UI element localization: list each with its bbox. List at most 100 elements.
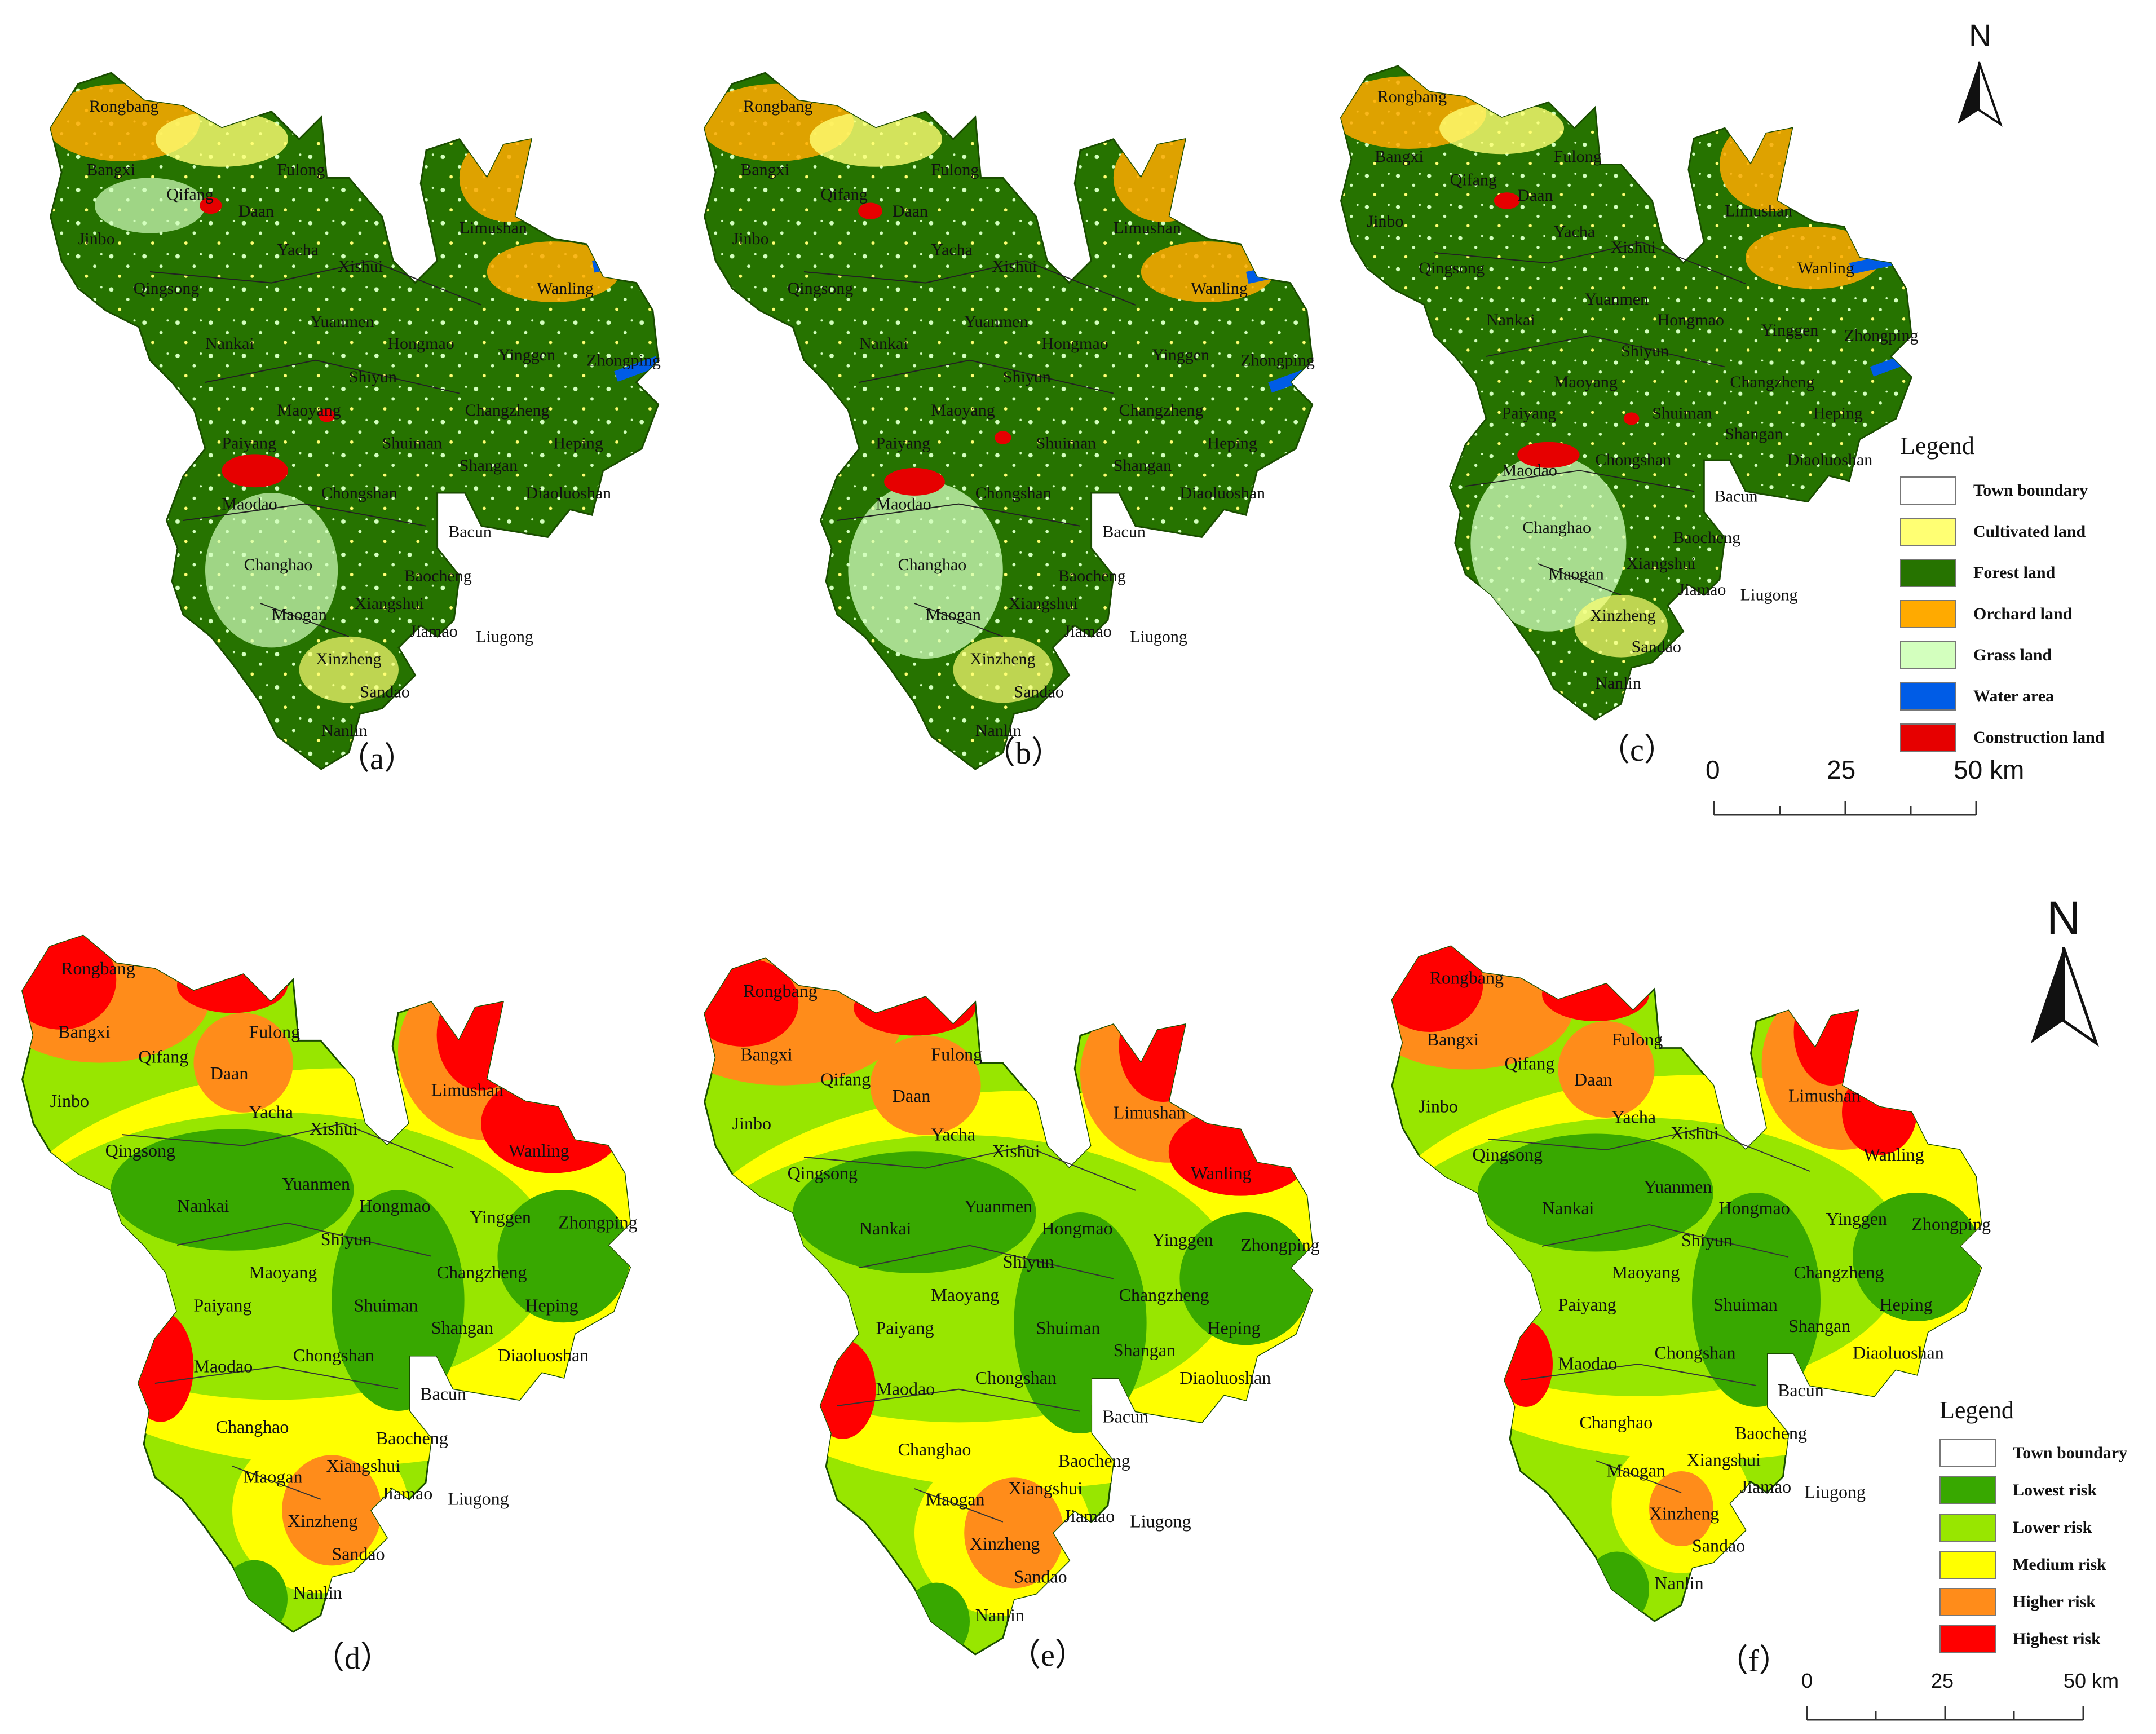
legend-item-lowest-risk: Lowest risk xyxy=(1939,1476,2097,1504)
town-label-yinggen: Yinggen xyxy=(470,1207,531,1227)
town-label-paiyang: Paiyang xyxy=(1558,1294,1616,1314)
town-label-bacun: Bacun xyxy=(1102,522,1146,541)
town-label-limushan: Limushan xyxy=(460,218,527,237)
town-label-yacha: Yacha xyxy=(1612,1107,1656,1127)
town-label-maodao: Maodao xyxy=(1558,1353,1618,1374)
scale-tick-label: 0 xyxy=(1706,755,1720,784)
legend-swatch xyxy=(1939,1514,1996,1542)
town-label-yacha: Yacha xyxy=(931,241,973,259)
town-label-diaoluoshan: Diaoluoshan xyxy=(497,1345,589,1365)
north-arrow-icon xyxy=(2031,947,2099,1047)
legend-item-construction-land: Construction land xyxy=(1900,723,2105,752)
town-label-paiyang: Paiyang xyxy=(876,1318,934,1338)
north-arrow-icon xyxy=(1958,61,2003,127)
town-label-maogan: Maogan xyxy=(926,605,981,624)
town-label-wanling: Wanling xyxy=(1863,1144,1924,1164)
town-label-jinbo: Jinbo xyxy=(50,1091,89,1111)
town-label-xiangshui: Xiangshui xyxy=(326,1455,401,1476)
town-label-nankai: Nankai xyxy=(1542,1198,1594,1218)
town-labels-a: Rongbang Bangxi Qifang Fulong Daan Jinbo Yacha… xyxy=(78,97,661,740)
town-label-sandao: Sandao xyxy=(1692,1536,1745,1556)
legend-item-cultivated-land: Cultivated land xyxy=(1900,518,2086,546)
legend-swatch xyxy=(1939,1439,1996,1467)
town-label-shuiman: Shuiman xyxy=(1713,1294,1778,1314)
town-label-fulong: Fulong xyxy=(249,1022,300,1042)
town-label-jinbo: Jinbo xyxy=(732,230,769,248)
town-label-qingsong: Qingsong xyxy=(134,279,200,298)
town-label-shiyun: Shiyun xyxy=(1681,1230,1733,1250)
town-label-nanlin: Nanlin xyxy=(975,1605,1024,1625)
panel-label-b: （b） xyxy=(984,736,1063,771)
town-label-jiamao: Jiamao xyxy=(1740,1476,1792,1497)
legend-item-highest-risk: Highest risk xyxy=(1939,1625,2101,1653)
town-label-yacha: Yacha xyxy=(249,1102,293,1122)
town-label-heping: Heping xyxy=(553,434,603,453)
town-label-heping: Heping xyxy=(1207,434,1257,453)
legend-item-lower-risk: Lower risk xyxy=(1939,1514,2092,1542)
town-label-bangxi: Bangxi xyxy=(740,161,789,179)
town-label-yinggen: Yinggen xyxy=(1826,1208,1887,1229)
panel-label-d: （d） xyxy=(313,1641,392,1676)
town-label-rongbang: Rongbang xyxy=(1377,87,1447,106)
town-label-sandao: Sandao xyxy=(1014,683,1063,701)
town-label-jinbo: Jinbo xyxy=(1419,1096,1458,1117)
north-label: N xyxy=(2047,892,2081,945)
town-label-yuanmen: Yuanmen xyxy=(964,1196,1032,1216)
town-label-shangan: Shangan xyxy=(1725,425,1783,443)
legend-swatch xyxy=(1939,1625,1996,1653)
town-label-diaoluoshan: Diaoluoshan xyxy=(1179,1367,1271,1388)
town-label-changhao: Changhao xyxy=(898,555,967,574)
town-label-shuiman: Shuiman xyxy=(1036,1318,1101,1338)
town-label-qingsong: Qingsong xyxy=(788,279,854,298)
town-labels-b: Rongbang Bangxi Qifang Fulong Daan Jinbo Yacha… xyxy=(732,97,1315,740)
legend-title: Legend xyxy=(1939,1396,2014,1424)
town-label-xinzheng: Xinzheng xyxy=(1590,606,1656,625)
legend-item-forest-land: Forest land xyxy=(1900,559,2055,587)
town-label-diaoluoshan: Diaoluoshan xyxy=(525,484,611,502)
town-label-shuiman: Shuiman xyxy=(354,1295,418,1316)
town-label-heping: Heping xyxy=(525,1295,578,1316)
town-label-changzheng: Changzheng xyxy=(465,401,550,420)
town-label-limushan: Limushan xyxy=(1114,218,1181,237)
town-label-xiangshui: Xiangshui xyxy=(1626,554,1695,573)
town-label-shuiman: Shuiman xyxy=(1652,404,1712,422)
legend-label: Town boundary xyxy=(1973,481,2088,500)
town-label-bacun: Bacun xyxy=(1778,1380,1824,1400)
town-label-baocheng: Baocheng xyxy=(376,1428,448,1448)
town-label-changzheng: Changzheng xyxy=(1119,1285,1209,1305)
town-label-chongshan: Chongshan xyxy=(293,1345,374,1365)
town-label-maoyang: Maoyang xyxy=(277,401,341,420)
legend-item-water-area: Water area xyxy=(1900,682,2054,711)
town-label-wanling: Wanling xyxy=(1191,279,1248,298)
town-label-zhongping: Zhongping xyxy=(1844,326,1919,345)
town-label-nankai: Nankai xyxy=(1486,311,1535,329)
town-label-xinzheng: Xinzheng xyxy=(316,650,382,668)
legend-label: Orchard land xyxy=(1973,605,2073,623)
town-label-xiangshui: Xiangshui xyxy=(1687,1450,1761,1470)
town-label-qingsong: Qingsong xyxy=(788,1163,858,1183)
town-label-fulong: Fulong xyxy=(931,161,979,179)
town-label-hongmao: Hongmao xyxy=(359,1195,430,1216)
legend-item-town-boundary: Town boundary xyxy=(1939,1439,2127,1467)
town-label-yuanmen: Yuanmen xyxy=(282,1173,350,1194)
town-label-qifang: Qifang xyxy=(1505,1053,1555,1074)
town-label-paiyang: Paiyang xyxy=(1502,404,1557,422)
town-label-yinggen: Yinggen xyxy=(1152,1229,1213,1250)
town-label-shangan: Shangan xyxy=(1788,1316,1850,1336)
town-label-shuiman: Shuiman xyxy=(1036,434,1097,453)
panel-label-f: （f） xyxy=(1717,1644,1791,1679)
legend-label: Forest land xyxy=(1973,563,2056,582)
town-label-yinggen: Yinggen xyxy=(1152,346,1209,364)
legend-swatch xyxy=(1900,476,1956,505)
town-label-shangan: Shangan xyxy=(1114,456,1172,475)
town-label-shiyun: Shiyun xyxy=(321,1229,372,1249)
town-label-xinzheng: Xinzheng xyxy=(970,650,1036,668)
town-label-yacha: Yacha xyxy=(277,241,319,259)
scale-tick-label: 0 xyxy=(1801,1669,1813,1692)
legend-label: Lowest risk xyxy=(2013,1481,2097,1499)
town-label-limushan: Limushan xyxy=(1725,202,1792,220)
town-label-maoyang: Maoyang xyxy=(931,401,995,420)
town-labels-e: Rongbang Bangxi Fulong Qifang Limushan Daan Ji… xyxy=(732,981,1320,1625)
town-label-maoyang: Maoyang xyxy=(1554,373,1618,391)
